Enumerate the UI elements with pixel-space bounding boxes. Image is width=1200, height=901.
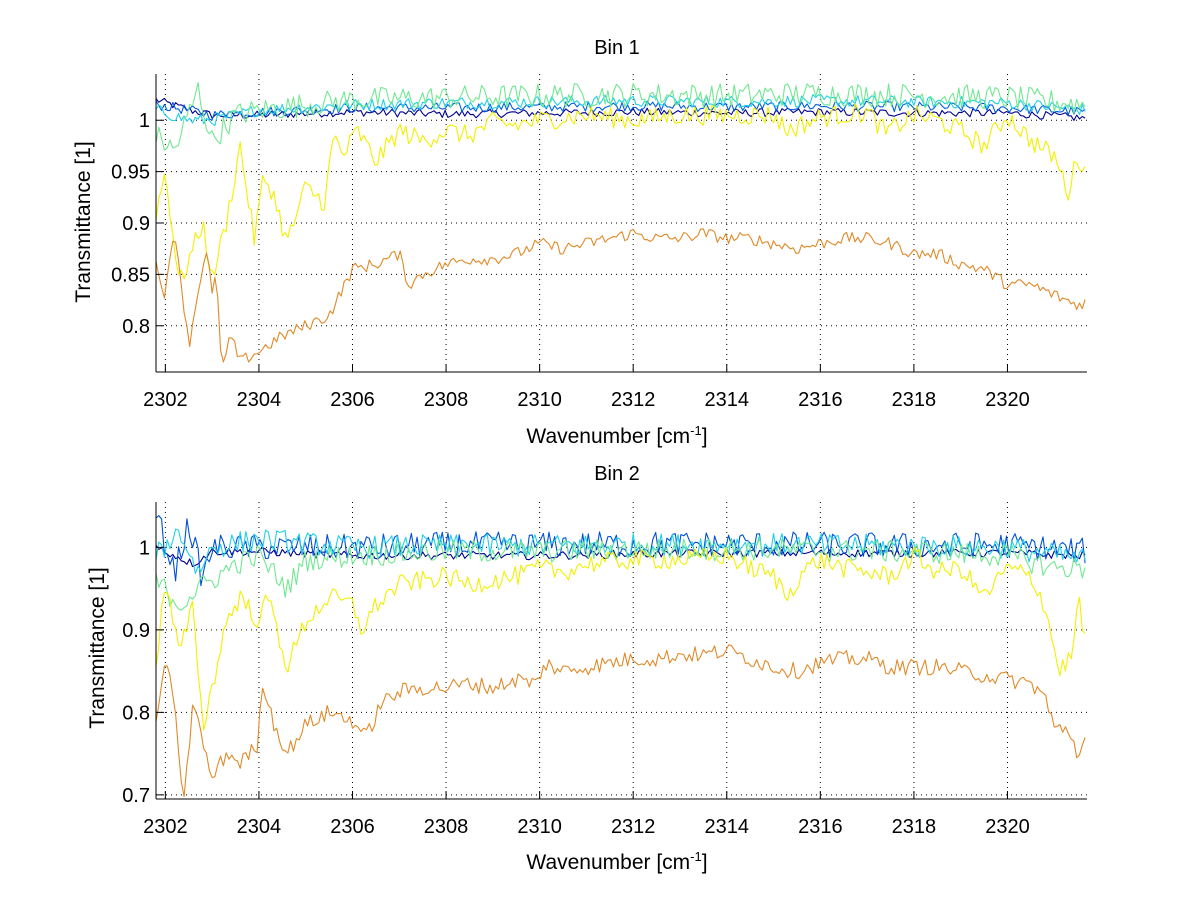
x-axis-label: Wavenumber [cm-1] xyxy=(526,423,707,448)
x-tick-label: 2310 xyxy=(517,389,562,411)
y-tick-label: 0.8 xyxy=(122,316,150,338)
y-axis-label: Transmittance [1] xyxy=(72,141,95,302)
grid-lines xyxy=(156,74,1087,372)
x-tick-label: 2306 xyxy=(330,816,375,838)
series-line-4 xyxy=(155,538,1086,611)
x-tick-label: 2312 xyxy=(611,816,656,838)
series-line-6 xyxy=(155,644,1086,798)
subplot-title: Bin 2 xyxy=(594,463,640,485)
series-group xyxy=(155,82,1086,363)
subplot-bin-2: Bin 2 Transmittance [1] Wavenumber [cm-1… xyxy=(86,463,1087,874)
x-tick-label: 2318 xyxy=(892,816,937,838)
x-tick-label: 2316 xyxy=(798,389,843,411)
y-tick-label: 1 xyxy=(139,110,150,132)
x-tick-label: 2316 xyxy=(798,816,843,838)
x-tick-label: 2314 xyxy=(705,389,750,411)
y-tick-label: 0.7 xyxy=(122,785,150,807)
y-axis-label: Transmittance [1] xyxy=(86,567,109,728)
series-line-2 xyxy=(155,100,1086,121)
subplot-bin-1: Bin 1 Transmittance [1] Wavenumber [cm-1… xyxy=(72,37,1087,448)
x-tick-label: 2310 xyxy=(517,816,562,838)
axes: 2302 2304 2306 2308 2310 2312 2314 2316 2318 2320… xyxy=(111,74,1087,411)
y-tick-label: 0.9 xyxy=(122,213,150,235)
x-tick-label: 2320 xyxy=(985,816,1030,838)
y-tick-label: 0.9 xyxy=(122,620,150,642)
y-tick-label: 0.85 xyxy=(111,264,150,286)
x-tick-label: 2318 xyxy=(892,389,937,411)
series-line-4 xyxy=(155,82,1086,151)
subplot-title: Bin 1 xyxy=(594,37,640,59)
x-tick-label: 2312 xyxy=(611,389,656,411)
x-tick-label: 2306 xyxy=(330,389,375,411)
series-line-3 xyxy=(155,528,1086,575)
x-tick-label: 2304 xyxy=(237,389,282,411)
x-axis-label: Wavenumber [cm-1] xyxy=(526,849,707,874)
x-tick-label: 2320 xyxy=(985,389,1030,411)
series-line-5 xyxy=(155,103,1086,280)
x-tick-label: 2302 xyxy=(143,816,188,838)
series-line-5 xyxy=(155,546,1086,731)
x-tick-label: 2308 xyxy=(424,816,469,838)
x-tick-label: 2304 xyxy=(237,816,282,838)
series-group xyxy=(155,515,1086,798)
y-tick-label: 1 xyxy=(139,537,150,559)
series-line-6 xyxy=(155,228,1086,363)
x-tick-label: 2314 xyxy=(705,816,750,838)
y-tick-label: 0.95 xyxy=(111,162,150,184)
y-tick-label: 0.8 xyxy=(122,702,150,724)
x-tick-label: 2302 xyxy=(143,389,188,411)
axes: 2302 2304 2306 2308 2310 2312 2314 2316 2318 2320… xyxy=(122,502,1087,838)
x-tick-label: 2308 xyxy=(424,389,469,411)
